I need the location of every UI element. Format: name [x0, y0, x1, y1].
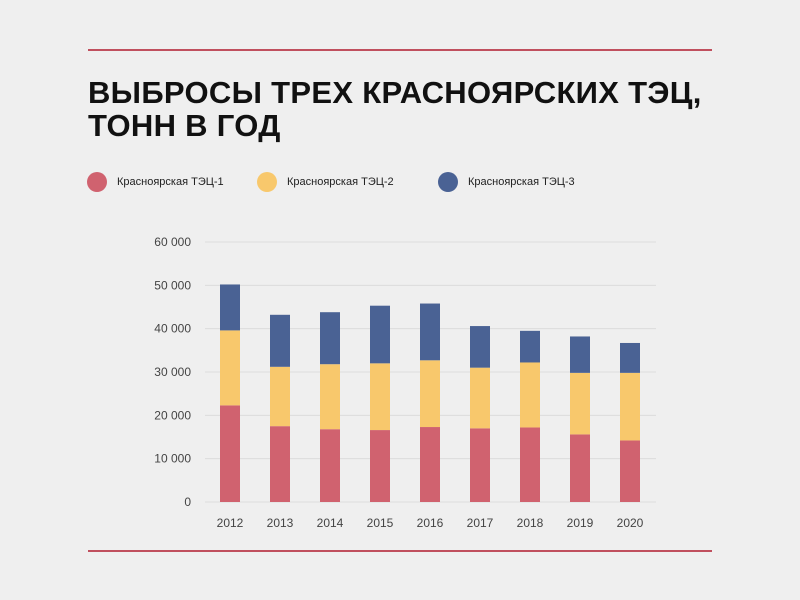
bottom-rule [88, 550, 712, 552]
bar-segment-2019-series-1 [570, 434, 590, 502]
bar-segment-2012-series-1 [220, 405, 240, 502]
x-tick-label: 2019 [567, 516, 594, 530]
legend-item-tec2: Красноярская ТЭЦ-2 [257, 172, 394, 192]
bar-segment-2018-series-2 [520, 362, 540, 428]
legend-label: Красноярская ТЭЦ-3 [468, 176, 575, 188]
legend-swatch [87, 172, 107, 192]
y-tick-label: 30 000 [154, 365, 191, 379]
bar-segment-2018-series-1 [520, 427, 540, 502]
bar-segment-2019-series-2 [570, 372, 590, 435]
bar-segment-2017-series-2 [470, 367, 490, 429]
chart-title: ВЫБРОСЫ ТРЕХ КРАСНОЯРСКИХ ТЭЦ, ТОНН В ГО… [88, 76, 702, 142]
bar-segment-2012-series-3 [220, 284, 240, 331]
bar-segment-2015-series-1 [370, 430, 390, 502]
legend-label: Красноярская ТЭЦ-2 [287, 176, 394, 188]
bar-segment-2014-series-1 [320, 429, 340, 502]
bar-segment-2013-series-2 [270, 366, 290, 427]
x-tick-label: 2018 [517, 516, 544, 530]
bar-segment-2018-series-3 [520, 330, 540, 363]
bar-segment-2017-series-3 [470, 326, 490, 368]
x-tick-label: 2015 [367, 516, 394, 530]
legend-item-tec3: Красноярская ТЭЦ-3 [438, 172, 575, 192]
y-tick-label: 20 000 [154, 408, 191, 422]
bar-segment-2016-series-1 [420, 427, 440, 502]
y-tick-label: 40 000 [154, 322, 191, 336]
bar-segment-2015-series-2 [370, 363, 390, 431]
bar-segment-2020-series-1 [620, 440, 640, 502]
bar-segment-2014-series-3 [320, 312, 340, 365]
bar-segment-2012-series-2 [220, 330, 240, 406]
y-tick-label: 10 000 [154, 452, 191, 466]
legend-label: Красноярская ТЭЦ-1 [117, 176, 224, 188]
title-line-1: ВЫБРОСЫ ТРЕХ КРАСНОЯРСКИХ ТЭЦ, [88, 75, 702, 110]
bar-segment-2014-series-2 [320, 364, 340, 430]
bar-segment-2017-series-1 [470, 428, 490, 502]
y-tick-label: 0 [184, 495, 191, 509]
bar-segment-2015-series-3 [370, 305, 390, 364]
x-tick-label: 2020 [617, 516, 644, 530]
legend-swatch [257, 172, 277, 192]
bar-segment-2016-series-2 [420, 360, 440, 428]
bar-segment-2019-series-3 [570, 336, 590, 373]
x-tick-label: 2017 [467, 516, 494, 530]
x-tick-label: 2012 [217, 516, 244, 530]
bar-segment-2016-series-3 [420, 303, 440, 361]
bar-segment-2020-series-3 [620, 342, 640, 373]
x-tick-label: 2013 [267, 516, 294, 530]
x-tick-label: 2014 [317, 516, 344, 530]
y-tick-label: 60 000 [154, 235, 191, 249]
x-tick-label: 2016 [417, 516, 444, 530]
bar-segment-2013-series-3 [270, 314, 290, 367]
bar-segment-2013-series-1 [270, 426, 290, 502]
y-tick-label: 50 000 [154, 278, 191, 292]
top-rule [88, 49, 712, 51]
legend-swatch [438, 172, 458, 192]
bar-segment-2020-series-2 [620, 372, 640, 441]
title-line-2: ТОНН В ГОД [88, 108, 281, 143]
legend-item-tec1: Красноярская ТЭЦ-1 [87, 172, 224, 192]
